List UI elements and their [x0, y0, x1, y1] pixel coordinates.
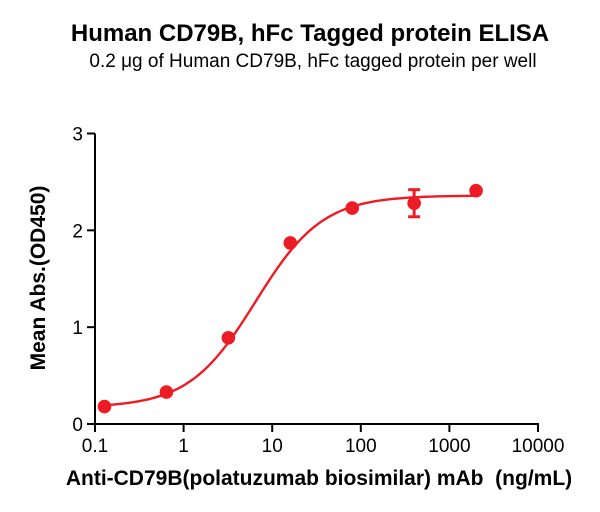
- x-tick-label: 1: [178, 436, 189, 457]
- y-tick-label: 0: [72, 415, 83, 436]
- data-point: [221, 331, 236, 345]
- x-tick-label: 10: [262, 436, 283, 457]
- data-point: [345, 201, 360, 215]
- data-point: [283, 236, 298, 250]
- data-point: [407, 196, 421, 211]
- y-tick-label: 2: [72, 221, 83, 242]
- x-tick-label: 1000: [428, 436, 470, 457]
- data-point: [159, 385, 174, 399]
- x-axis-title: Anti-CD79B(polatuzumab biosimilar) mAb (…: [65, 467, 573, 490]
- data-point: [97, 399, 112, 414]
- x-tick-label: 100: [345, 436, 377, 457]
- fit-curve: [103, 194, 478, 407]
- x-tick-label: 10000: [512, 436, 565, 457]
- y-tick-label: 1: [72, 318, 83, 339]
- y-tick-label: 3: [72, 125, 83, 146]
- data-point: [469, 183, 483, 198]
- x-tick-label: 0.1: [82, 436, 108, 457]
- chart-title: Human CD79B, hFc Tagged protein ELISA: [70, 20, 550, 47]
- chart-subtitle: 0.2 μg of Human CD79B, hFc tagged protei…: [89, 51, 537, 72]
